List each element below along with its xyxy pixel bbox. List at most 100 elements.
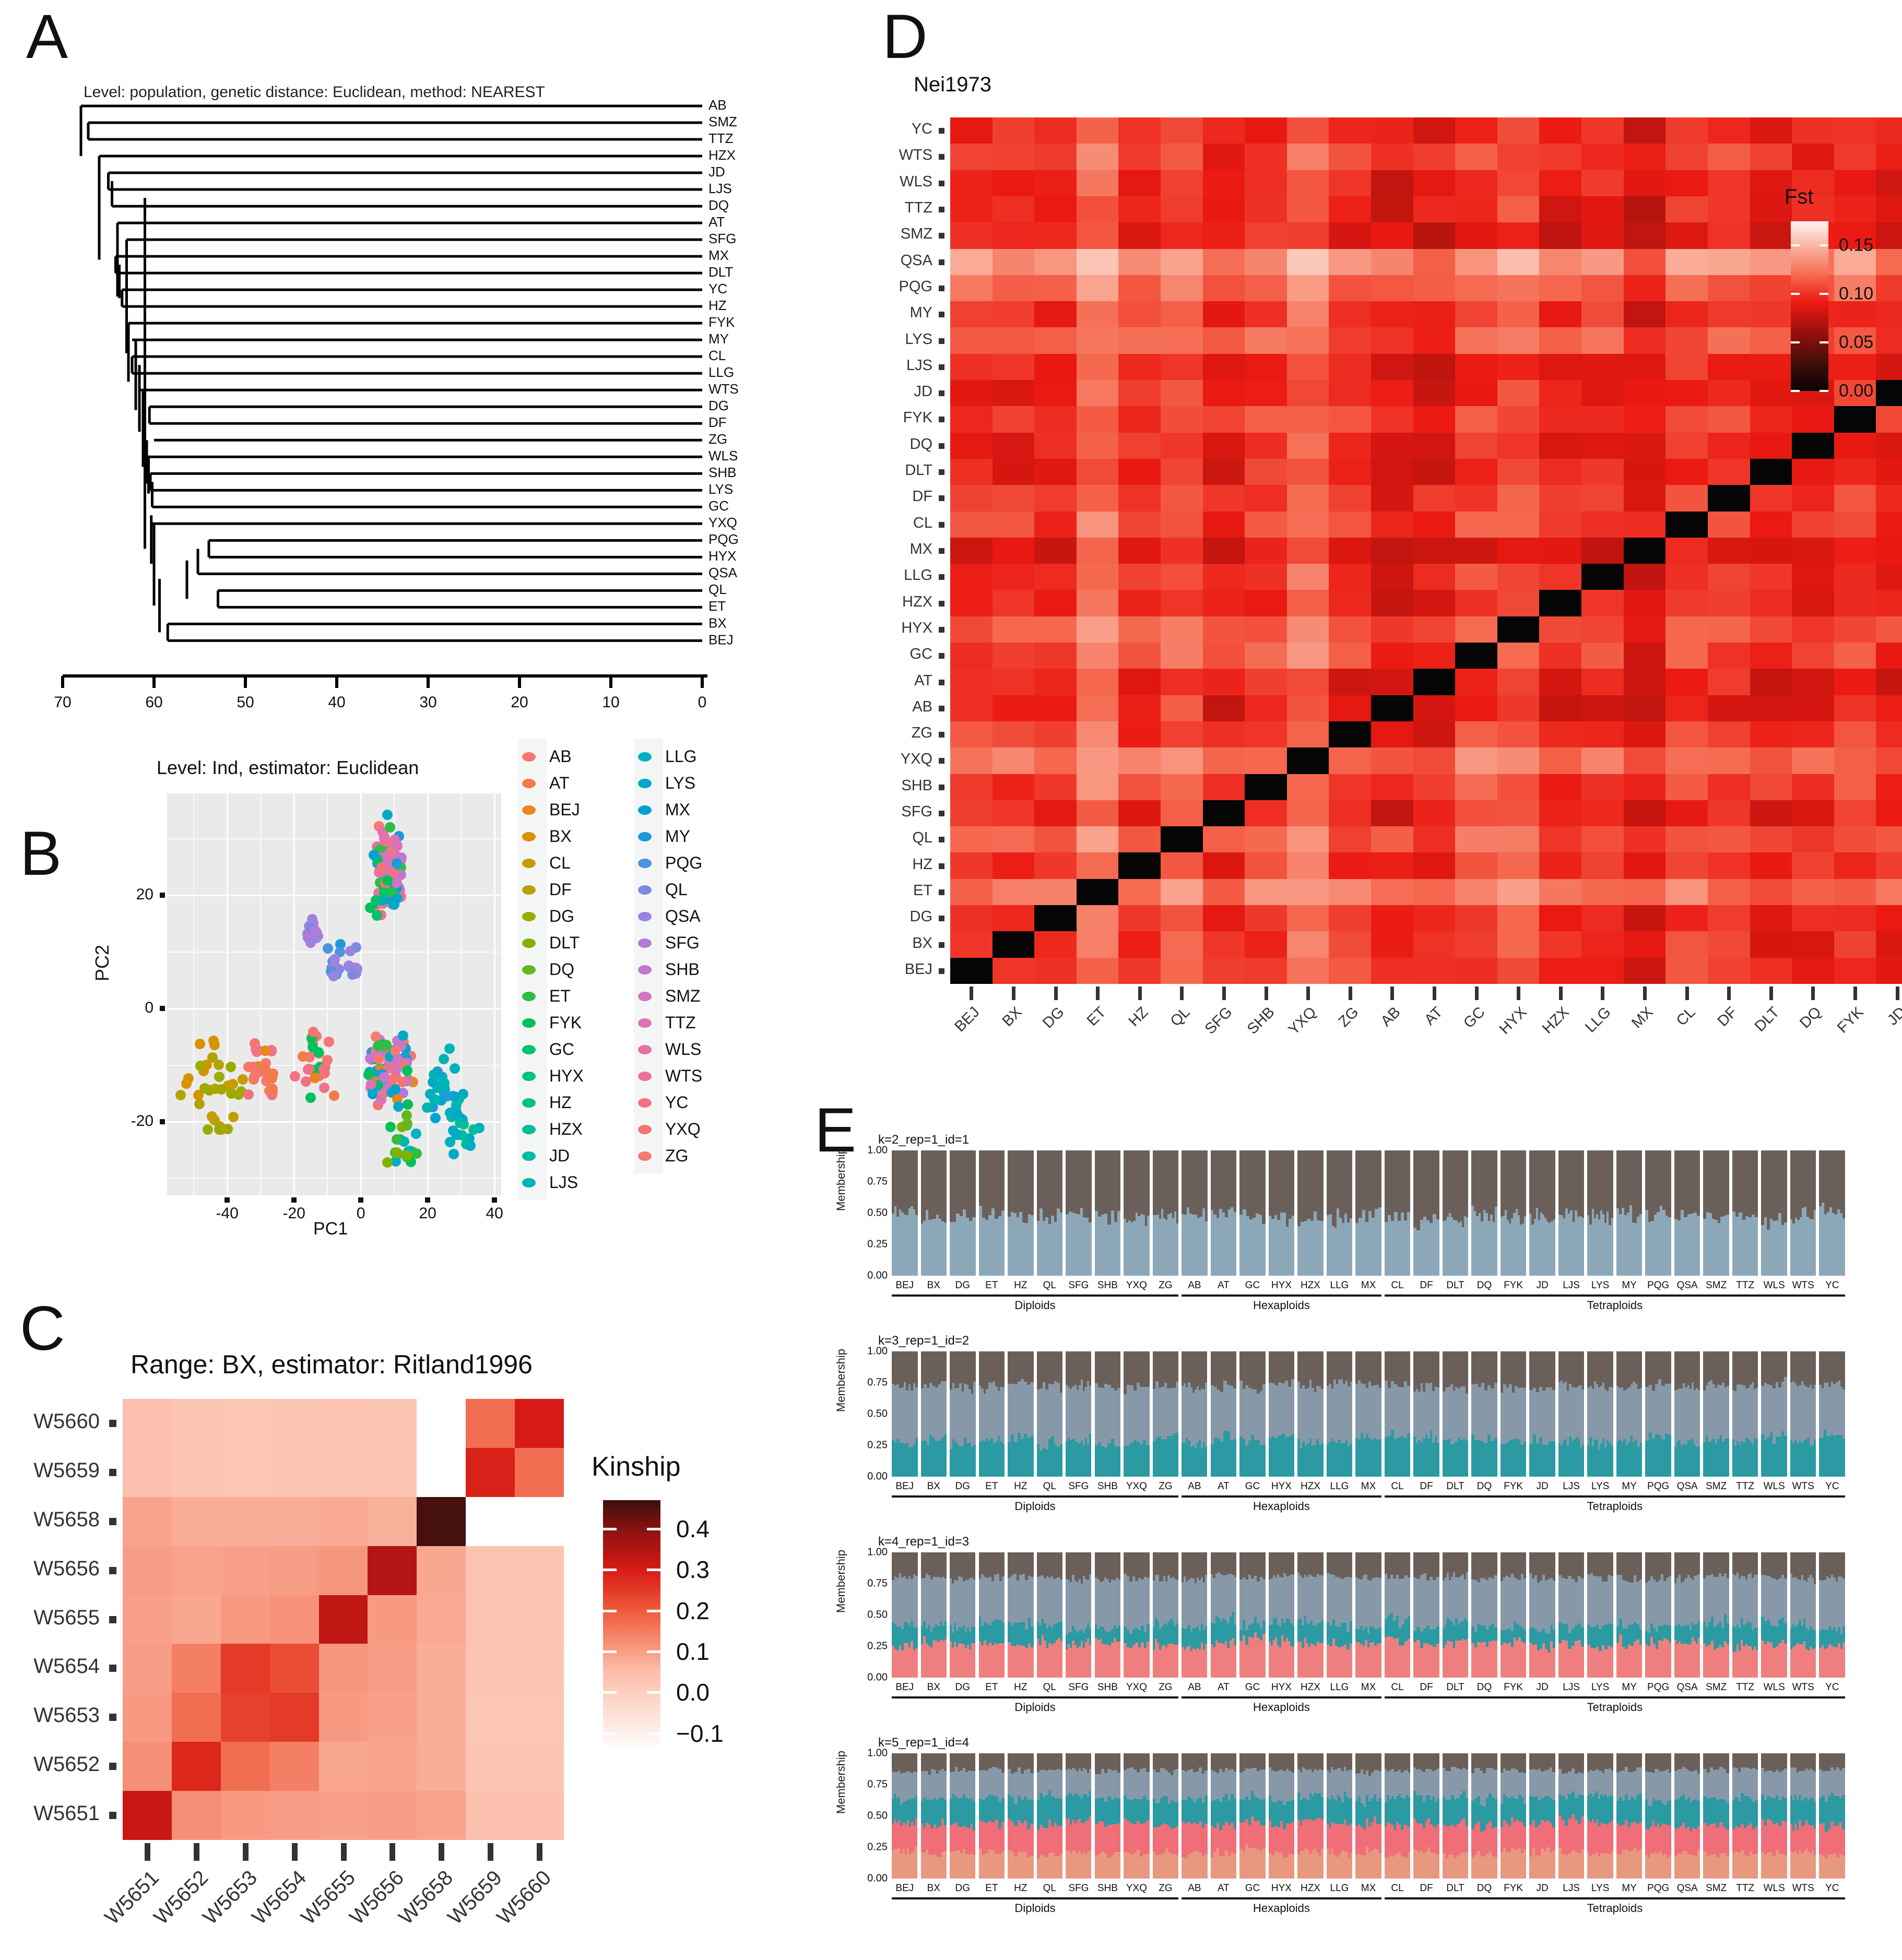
pca-legend-item[interactable]: BX: [522, 823, 584, 850]
pca-legend-item[interactable]: YC: [638, 1089, 702, 1116]
fst-cell: [950, 458, 993, 485]
pca-legend-item[interactable]: DF: [522, 876, 584, 903]
structure-cluster-segment: [1717, 1439, 1720, 1477]
pca-legend-item[interactable]: MY: [638, 823, 702, 850]
structure-population-group: [1326, 1351, 1353, 1477]
structure-cluster-segment: [941, 1351, 944, 1381]
fst-col-tick: [1306, 987, 1310, 1000]
structure-individual-bar: [1767, 1351, 1770, 1477]
structure-cluster-segment: [1099, 1639, 1102, 1678]
structure-cluster-segment: [1085, 1351, 1088, 1387]
structure-individual-bar: [1107, 1150, 1111, 1276]
structure-individual-bar: [899, 1150, 901, 1276]
pca-legend-item[interactable]: FYK: [522, 1009, 584, 1036]
pca-legend-item[interactable]: LLG: [638, 743, 702, 770]
structure-individual-bar: [1430, 1150, 1433, 1276]
kinship-row-label: W5654: [33, 1655, 100, 1678]
pca-legend-item[interactable]: GC: [522, 1036, 584, 1063]
pca-legend-item[interactable]: HYX: [522, 1063, 584, 1089]
structure-run-title: k=4_rep=1_id=3: [878, 1535, 970, 1549]
kinship-row-tick: [109, 1419, 116, 1427]
pca-legend-item[interactable]: BEJ: [522, 797, 584, 823]
structure-cluster-segment: [1053, 1552, 1056, 1579]
structure-cluster-segment: [1251, 1389, 1254, 1435]
structure-cluster-segment: [1829, 1207, 1833, 1276]
fst-cell: [1581, 301, 1624, 328]
structure-cluster-segment: [1124, 1627, 1127, 1644]
structure-individual-bar: [1020, 1351, 1024, 1477]
fst-cell: [1202, 353, 1245, 381]
structure-cluster-segment: [1172, 1150, 1174, 1219]
fst-cell: [1581, 590, 1624, 616]
structure-cluster-segment: [1099, 1582, 1102, 1626]
structure-individual-bar: [1068, 1351, 1070, 1477]
structure-individual-bar: [1792, 1150, 1795, 1276]
structure-individual-bar: [1055, 1552, 1058, 1678]
pca-legend-item[interactable]: QL: [638, 876, 702, 903]
pca-legend-item[interactable]: DG: [522, 903, 584, 930]
structure-individual-bar: [1551, 1150, 1553, 1276]
structure-population-group: [1819, 1150, 1845, 1276]
pca-legend-item[interactable]: YXQ: [638, 1116, 702, 1143]
pca-legend-item[interactable]: ET: [522, 983, 584, 1009]
structure-cluster-segment: [911, 1351, 913, 1391]
pca-legend-item[interactable]: MX: [638, 797, 702, 823]
structure-cluster-segment: [1077, 1214, 1080, 1276]
pca-legend-item[interactable]: QSA: [638, 903, 702, 930]
pca-legend-item[interactable]: AT: [522, 770, 584, 797]
structure-cluster-segment: [1741, 1385, 1743, 1442]
fst-cell: [950, 432, 993, 459]
fst-cell: [1750, 170, 1792, 196]
structure-cluster-segment: [1821, 1437, 1824, 1477]
structure-individual-bar: [961, 1351, 964, 1477]
pca-legend-item[interactable]: TTZ: [638, 1009, 702, 1036]
fst-row-tick: [939, 285, 944, 291]
pca-legend-item[interactable]: ZG: [638, 1143, 702, 1169]
fst-cell: [1792, 721, 1834, 748]
structure-cluster-segment: [1350, 1150, 1353, 1219]
pca-legend-item[interactable]: SFG: [638, 930, 702, 956]
pca-legend-item[interactable]: JD: [522, 1143, 584, 1169]
structure-population-group: [1124, 1552, 1150, 1678]
pca-legend-item[interactable]: DLT: [522, 930, 584, 956]
structure-cluster-segment: [1481, 1221, 1483, 1276]
pca-legend-item[interactable]: DQ: [522, 956, 584, 983]
structure-cluster-segment: [1778, 1213, 1781, 1276]
structure-cluster-segment: [1104, 1351, 1108, 1384]
pca-legend-item[interactable]: WTS: [638, 1063, 702, 1089]
pca-legend-item[interactable]: SHB: [638, 956, 702, 983]
structure-cluster-segment: [1505, 1150, 1507, 1210]
pca-legend-item[interactable]: LYS: [638, 770, 702, 797]
pca-data-point: [216, 1084, 227, 1095]
fst-cell: [1286, 826, 1329, 853]
pca-legend-item[interactable]: AB: [522, 743, 584, 770]
structure-cluster-segment: [966, 1552, 969, 1581]
structure-population-label: AT: [1217, 1682, 1230, 1693]
pca-legend-item[interactable]: HZ: [522, 1089, 584, 1116]
structure-cluster-segment: [930, 1632, 932, 1648]
structure-cluster-segment: [1717, 1150, 1721, 1223]
pca-legend-item[interactable]: SMZ: [638, 983, 702, 1009]
structure-individual-bar: [1827, 1150, 1830, 1276]
pca-legend-item[interactable]: HZX: [522, 1116, 584, 1143]
structure-individual-bar: [901, 1351, 904, 1477]
pca-data-point: [267, 1068, 278, 1079]
fst-cell: [1161, 432, 1203, 459]
pca-legend-item[interactable]: CL: [522, 850, 584, 876]
fst-cell: [1497, 432, 1540, 459]
fst-cell: [1245, 695, 1287, 721]
pca-legend-item[interactable]: WLS: [638, 1036, 702, 1063]
structure-cluster-segment: [999, 1552, 1002, 1582]
structure-cluster-segment: [1133, 1440, 1137, 1477]
fst-row-label: ZG: [911, 724, 932, 742]
structure-cluster-segment: [1048, 1552, 1051, 1578]
structure-y-tick-label: 0.75: [867, 1577, 888, 1589]
pca-legend-item[interactable]: PQG: [638, 850, 702, 876]
fst-cell: [1329, 380, 1372, 407]
pca-legend-item[interactable]: LJS: [522, 1169, 584, 1196]
structure-cluster-segment: [1799, 1385, 1801, 1442]
fst-cell: [1665, 590, 1708, 616]
fst-cell: [1118, 957, 1161, 984]
structure-cluster-segment: [1023, 1351, 1027, 1382]
structure-cluster-segment: [1769, 1150, 1773, 1219]
